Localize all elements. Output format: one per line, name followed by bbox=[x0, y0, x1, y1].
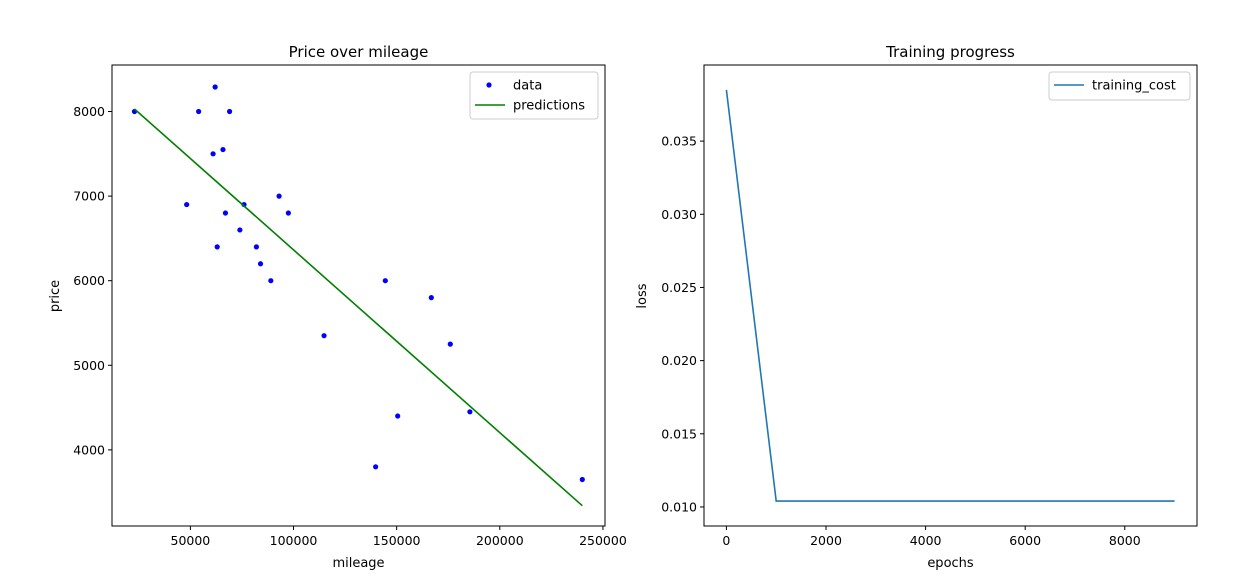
x-axis-label: mileage bbox=[332, 556, 384, 571]
data-point bbox=[447, 341, 453, 347]
x-tick-label: 8000 bbox=[1109, 533, 1141, 548]
data-point bbox=[373, 464, 379, 470]
data-point bbox=[212, 84, 218, 90]
x-tick-label: 4000 bbox=[910, 533, 942, 548]
y-tick-label: 8000 bbox=[73, 104, 105, 119]
data-point bbox=[268, 278, 274, 284]
data-point bbox=[467, 409, 473, 415]
data-point bbox=[226, 108, 233, 115]
y-tick-label: 0.025 bbox=[661, 280, 697, 295]
series-line-training-cost bbox=[725, 89, 1175, 502]
x-tick-label: 250000 bbox=[579, 533, 627, 548]
legend-frame bbox=[469, 71, 599, 120]
x-tick-label: 150000 bbox=[373, 533, 421, 548]
y-tick-label: 7000 bbox=[73, 189, 105, 204]
data-point bbox=[285, 210, 291, 216]
x-tick-label: 50000 bbox=[171, 533, 211, 548]
panel-price-over-mileage: Price over mileage mileage price 50000 10… bbox=[48, 43, 627, 571]
data-point bbox=[321, 333, 327, 339]
data-point bbox=[253, 244, 259, 250]
y-tick-label: 4000 bbox=[73, 442, 105, 457]
x-tick-label: 100000 bbox=[270, 533, 318, 548]
data-point bbox=[276, 193, 282, 199]
y-tick-label: 0.015 bbox=[661, 426, 697, 441]
axes-frame bbox=[111, 64, 606, 527]
legend: data predictions bbox=[469, 71, 599, 120]
y-axis-label: loss bbox=[635, 283, 650, 308]
x-tick-label: 0 bbox=[722, 533, 730, 548]
data-point bbox=[184, 201, 190, 208]
y-tick-label: 0.035 bbox=[661, 134, 697, 149]
y-tick-label: 6000 bbox=[73, 273, 105, 288]
legend-frame bbox=[1048, 71, 1191, 101]
data-point bbox=[395, 413, 401, 419]
y-tick-label: 0.030 bbox=[661, 207, 697, 222]
chart-title: Training progress bbox=[885, 43, 1015, 61]
y-axis-label: price bbox=[48, 280, 63, 312]
axes-frame bbox=[703, 64, 1198, 527]
data-point bbox=[428, 295, 434, 301]
x-tick-label: 6000 bbox=[1009, 533, 1041, 548]
legend-label-training-cost: training_cost bbox=[1092, 79, 1176, 94]
data-point bbox=[579, 476, 585, 483]
data-point bbox=[196, 108, 202, 115]
data-point bbox=[382, 278, 388, 284]
data-point bbox=[210, 151, 216, 157]
panel-training-progress: Training progress epochs loss 0 2000 4000 6… bbox=[635, 43, 1198, 571]
x-tick-label: 2000 bbox=[810, 533, 842, 548]
legend-label-predictions: predictions bbox=[513, 99, 585, 114]
data-point bbox=[220, 146, 226, 153]
data-point bbox=[257, 261, 264, 267]
legend: training_cost bbox=[1048, 71, 1191, 101]
x-tick-label: 200000 bbox=[476, 533, 524, 548]
data-point bbox=[237, 227, 243, 233]
legend-marker-data bbox=[486, 82, 492, 88]
y-tick-label: 0.010 bbox=[661, 499, 697, 514]
data-point bbox=[222, 210, 229, 216]
chart-title: Price over mileage bbox=[289, 43, 429, 61]
data-point bbox=[214, 244, 220, 250]
series-line-predictions bbox=[133, 108, 583, 507]
x-axis-label: epochs bbox=[927, 556, 974, 571]
y-tick-label: 0.020 bbox=[661, 353, 697, 368]
y-tick-label: 5000 bbox=[73, 358, 105, 373]
legend-label-data: data bbox=[513, 79, 542, 94]
